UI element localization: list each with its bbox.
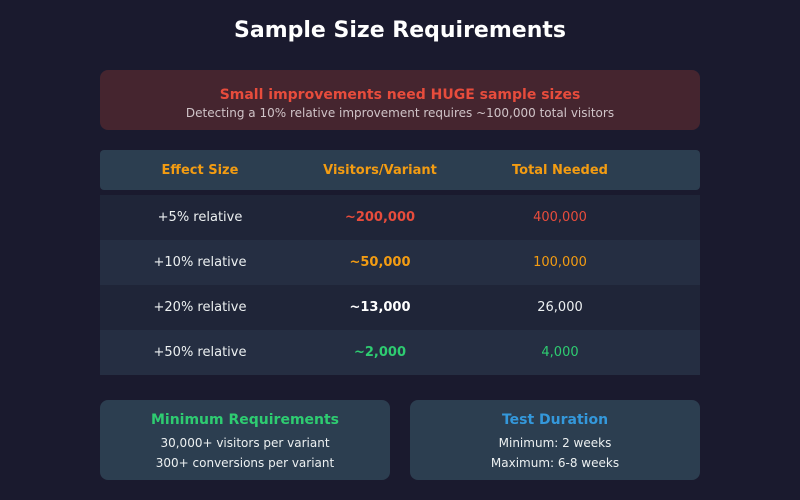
card-heading: Test Duration xyxy=(501,412,609,428)
header-effect-size: Effect Size xyxy=(161,163,239,178)
table-row: +50% relative ~2,000 4,000 xyxy=(100,330,700,375)
effect-size-cell: +10% relative xyxy=(153,255,247,270)
visitors-variant-cell: ~200,000 xyxy=(344,210,416,225)
table-row: +5% relative ~200,000 400,000 xyxy=(100,195,700,240)
total-needed-cell: 4,000 xyxy=(541,345,579,360)
minimum-requirements-card: Minimum Requirements 30,000+ visitors pe… xyxy=(100,400,390,480)
total-needed-cell: 26,000 xyxy=(537,300,583,315)
card-line: Maximum: 6-8 weeks xyxy=(490,456,620,470)
warning-heading: Small improvements need HUGE sample size… xyxy=(219,87,581,103)
total-needed-cell: 100,000 xyxy=(533,255,587,270)
visitors-variant-cell: ~13,000 xyxy=(349,300,411,315)
visitors-variant-cell: ~50,000 xyxy=(349,255,411,270)
card-line: 300+ conversions per variant xyxy=(155,456,335,470)
effect-size-cell: +5% relative xyxy=(157,210,243,225)
effect-size-cell: +50% relative xyxy=(153,345,247,360)
table-row: +10% relative ~50,000 100,000 xyxy=(100,240,700,285)
header-total-needed: Total Needed xyxy=(512,163,608,178)
table-row: +20% relative ~13,000 26,000 xyxy=(100,285,700,330)
card-line: 30,000+ visitors per variant xyxy=(160,436,330,450)
card-heading: Minimum Requirements xyxy=(150,412,340,428)
test-duration-card: Test Duration Minimum: 2 weeks Maximum: … xyxy=(410,400,700,480)
total-needed-cell: 400,000 xyxy=(533,210,587,225)
page-title: Sample Size Requirements xyxy=(234,18,566,43)
effect-size-cell: +20% relative xyxy=(153,300,247,315)
warning-banner: Small improvements need HUGE sample size… xyxy=(100,70,700,130)
header-visitors-variant: Visitors/Variant xyxy=(323,163,437,178)
table-header: Effect Size Visitors/Variant Total Neede… xyxy=(100,150,700,190)
visitors-variant-cell: ~2,000 xyxy=(353,345,406,360)
card-line: Minimum: 2 weeks xyxy=(498,436,612,450)
warning-text: Detecting a 10% relative improvement req… xyxy=(185,106,615,120)
